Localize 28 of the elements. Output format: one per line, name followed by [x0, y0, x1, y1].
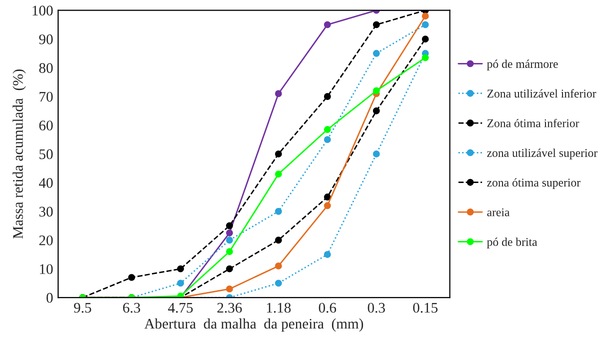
- x-tick-label: 0.3: [368, 302, 385, 313]
- y-tick-label: 80: [39, 63, 53, 73]
- x-tick-label: 9.5: [74, 302, 92, 313]
- y-tick-label: 0: [46, 292, 53, 303]
- legend-label: pó de brita: [486, 238, 538, 248]
- legend-label: Zona utilizável inferior: [487, 89, 596, 98]
- legend-label: zona ótima superior: [487, 178, 580, 189]
- legend-label: zona utilizável superior: [487, 148, 598, 160]
- y-tick-label: 20: [39, 235, 53, 246]
- y-axis-title: Massa retida acumulada (%): [12, 70, 26, 239]
- x-tick-label: 0.6: [318, 302, 336, 313]
- x-tick-label: 2.36: [217, 302, 242, 313]
- x-tick-label: 6.3: [123, 302, 140, 313]
- y-tick-label: 50: [40, 149, 53, 160]
- legend-label: Zona ótima inferior: [487, 118, 580, 128]
- y-tick-label: 100: [32, 6, 53, 16]
- x-tick-label: 0.15: [413, 302, 438, 313]
- y-tick-label: 60: [39, 120, 53, 130]
- y-tick-label: 30: [39, 206, 53, 217]
- legend-label: pó de mármore: [486, 60, 558, 70]
- legend-label: areia: [487, 208, 510, 216]
- y-tick-label: 10: [40, 264, 53, 274]
- y-tick-label: 70: [40, 92, 53, 102]
- x-axis-title: Abertura da malha da peneira (mm): [144, 318, 364, 332]
- x-tick-label: 1.18: [266, 302, 291, 313]
- y-tick-label: 90: [39, 34, 53, 44]
- x-tick-label: 4.75: [168, 302, 193, 313]
- y-tick-label: 40: [38, 178, 53, 188]
